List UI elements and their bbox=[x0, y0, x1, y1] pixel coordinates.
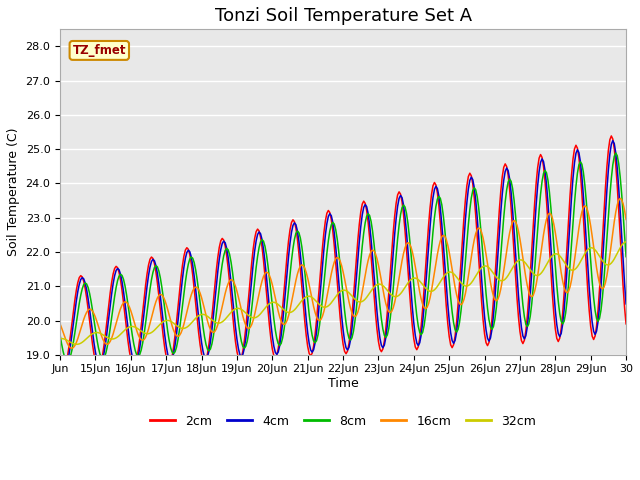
8cm bbox=[357, 259, 365, 264]
2cm bbox=[622, 321, 630, 327]
8cm bbox=[612, 150, 620, 156]
32cm bbox=[70, 341, 77, 347]
4cm bbox=[56, 353, 64, 359]
4cm bbox=[433, 186, 441, 192]
Line: 16cm: 16cm bbox=[60, 198, 626, 348]
Line: 4cm: 4cm bbox=[60, 141, 626, 368]
32cm bbox=[451, 272, 459, 278]
2cm bbox=[357, 209, 365, 215]
4cm bbox=[609, 138, 616, 144]
2cm bbox=[56, 361, 64, 367]
2cm bbox=[607, 133, 615, 139]
Line: 2cm: 2cm bbox=[60, 136, 626, 370]
16cm bbox=[291, 285, 298, 290]
32cm bbox=[108, 336, 116, 342]
32cm bbox=[622, 239, 630, 245]
8cm bbox=[108, 314, 116, 320]
8cm bbox=[71, 330, 79, 336]
16cm bbox=[108, 335, 116, 341]
32cm bbox=[291, 307, 298, 313]
4cm bbox=[451, 337, 459, 343]
2cm bbox=[60, 367, 67, 373]
Legend: 2cm, 4cm, 8cm, 16cm, 32cm: 2cm, 4cm, 8cm, 16cm, 32cm bbox=[145, 410, 541, 433]
16cm bbox=[433, 252, 441, 257]
16cm bbox=[622, 216, 630, 222]
2cm bbox=[71, 298, 79, 303]
4cm bbox=[71, 309, 79, 315]
Line: 32cm: 32cm bbox=[60, 242, 626, 344]
Y-axis label: Soil Temperature (C): Soil Temperature (C) bbox=[7, 128, 20, 256]
8cm bbox=[56, 332, 64, 338]
16cm bbox=[451, 284, 459, 290]
2cm bbox=[291, 219, 298, 225]
X-axis label: Time: Time bbox=[328, 377, 358, 390]
8cm bbox=[451, 327, 459, 333]
4cm bbox=[61, 365, 68, 371]
32cm bbox=[72, 341, 80, 347]
16cm bbox=[357, 297, 365, 303]
2cm bbox=[433, 190, 441, 196]
32cm bbox=[56, 336, 64, 342]
Text: TZ_fmet: TZ_fmet bbox=[72, 44, 126, 57]
Line: 8cm: 8cm bbox=[60, 153, 626, 361]
32cm bbox=[433, 284, 441, 289]
16cm bbox=[56, 321, 64, 327]
16cm bbox=[616, 195, 624, 201]
Title: Tonzi Soil Temperature Set A: Tonzi Soil Temperature Set A bbox=[214, 7, 472, 25]
8cm bbox=[291, 237, 298, 242]
4cm bbox=[622, 301, 630, 307]
8cm bbox=[622, 254, 630, 260]
8cm bbox=[63, 359, 71, 364]
4cm bbox=[357, 224, 365, 229]
8cm bbox=[433, 196, 441, 202]
32cm bbox=[357, 299, 365, 305]
16cm bbox=[71, 343, 79, 348]
16cm bbox=[68, 346, 76, 351]
2cm bbox=[108, 279, 116, 285]
2cm bbox=[451, 333, 459, 339]
4cm bbox=[108, 291, 116, 297]
4cm bbox=[291, 220, 298, 226]
